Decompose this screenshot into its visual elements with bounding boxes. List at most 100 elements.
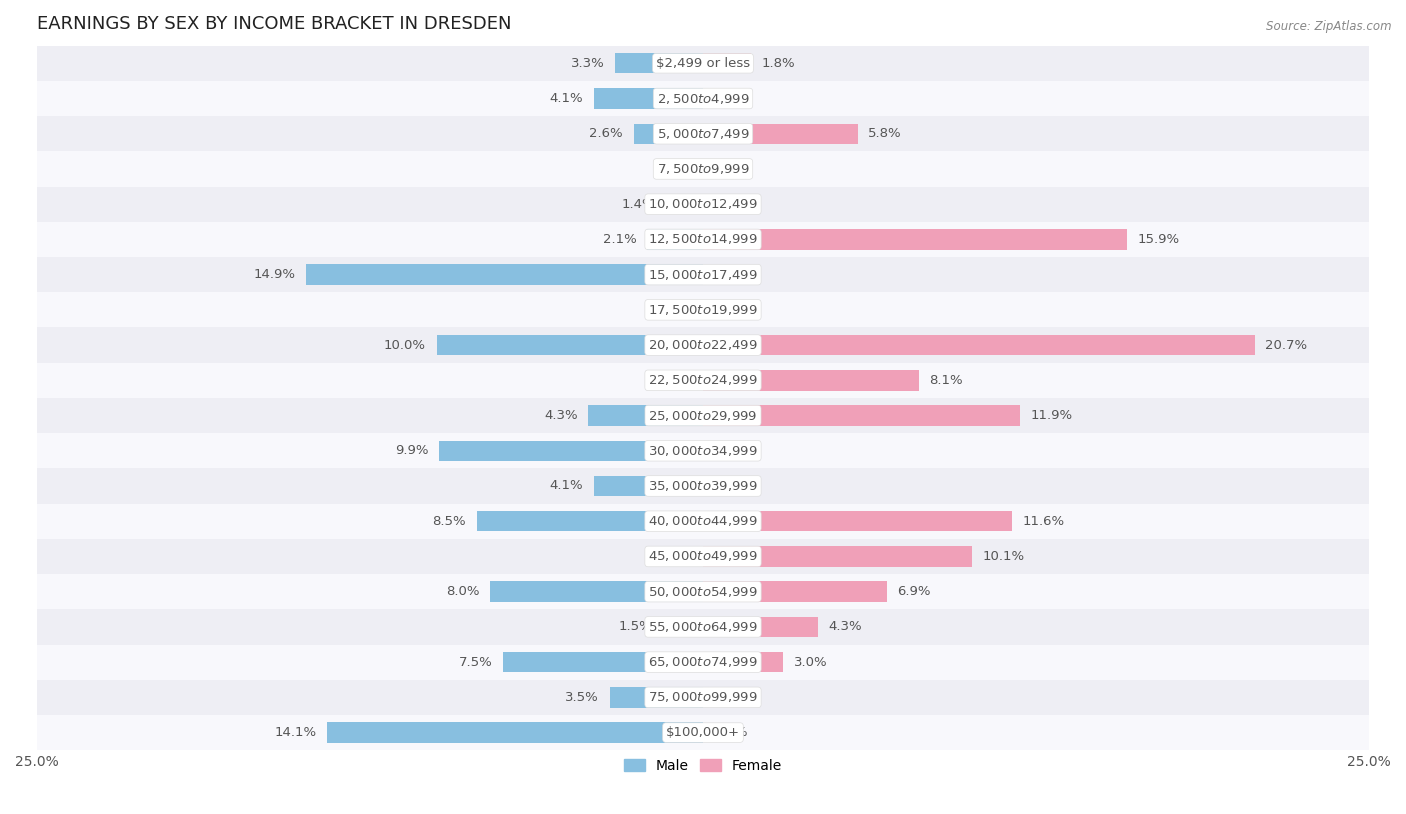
Legend: Male, Female: Male, Female bbox=[619, 753, 787, 778]
Text: 1.4%: 1.4% bbox=[621, 198, 655, 211]
Text: 3.3%: 3.3% bbox=[571, 57, 605, 70]
Bar bbox=[37, 327, 1369, 363]
Bar bbox=[477, 511, 703, 532]
Text: 0.0%: 0.0% bbox=[659, 550, 692, 563]
Text: 7.5%: 7.5% bbox=[458, 655, 492, 668]
Bar bbox=[37, 468, 1369, 504]
Text: 4.1%: 4.1% bbox=[550, 92, 583, 105]
Bar bbox=[634, 124, 703, 144]
Text: 0.0%: 0.0% bbox=[714, 444, 747, 457]
Text: $100,000+: $100,000+ bbox=[666, 726, 740, 739]
Text: 0.0%: 0.0% bbox=[659, 163, 692, 176]
Text: 4.3%: 4.3% bbox=[828, 620, 862, 633]
Text: 0.0%: 0.0% bbox=[714, 479, 747, 492]
Text: 1.5%: 1.5% bbox=[619, 620, 652, 633]
Text: 10.0%: 10.0% bbox=[384, 339, 426, 352]
Text: 8.0%: 8.0% bbox=[446, 585, 479, 598]
Bar bbox=[307, 265, 703, 285]
Bar bbox=[37, 116, 1369, 151]
Text: 0.0%: 0.0% bbox=[714, 92, 747, 105]
Text: 2.1%: 2.1% bbox=[603, 233, 637, 246]
Bar bbox=[703, 546, 972, 567]
Text: $40,000 to $44,999: $40,000 to $44,999 bbox=[648, 514, 758, 528]
Text: $65,000 to $74,999: $65,000 to $74,999 bbox=[648, 655, 758, 669]
Bar bbox=[37, 715, 1369, 751]
Bar bbox=[664, 617, 703, 637]
Bar bbox=[37, 433, 1369, 468]
Text: 0.0%: 0.0% bbox=[714, 268, 747, 281]
Text: 15.9%: 15.9% bbox=[1137, 233, 1180, 246]
Text: 10.1%: 10.1% bbox=[983, 550, 1025, 563]
Text: 0.0%: 0.0% bbox=[714, 198, 747, 211]
Bar bbox=[647, 230, 703, 250]
Bar bbox=[703, 370, 920, 391]
Bar bbox=[610, 687, 703, 707]
Text: Source: ZipAtlas.com: Source: ZipAtlas.com bbox=[1267, 20, 1392, 33]
Text: 8.1%: 8.1% bbox=[929, 374, 963, 387]
Bar bbox=[703, 652, 783, 672]
Text: $17,500 to $19,999: $17,500 to $19,999 bbox=[648, 303, 758, 317]
Bar bbox=[37, 574, 1369, 610]
Text: 2.6%: 2.6% bbox=[589, 127, 623, 140]
Bar bbox=[703, 511, 1012, 532]
Text: 0.0%: 0.0% bbox=[659, 374, 692, 387]
Text: 20.7%: 20.7% bbox=[1265, 339, 1308, 352]
Text: $45,000 to $49,999: $45,000 to $49,999 bbox=[648, 549, 758, 563]
Bar bbox=[703, 124, 858, 144]
Bar bbox=[37, 186, 1369, 221]
Text: 14.1%: 14.1% bbox=[274, 726, 316, 739]
Bar bbox=[37, 504, 1369, 539]
Bar bbox=[37, 151, 1369, 186]
Bar bbox=[703, 53, 751, 73]
Text: 5.8%: 5.8% bbox=[868, 127, 901, 140]
Bar bbox=[37, 257, 1369, 292]
Text: $2,499 or less: $2,499 or less bbox=[657, 57, 749, 70]
Text: $75,000 to $99,999: $75,000 to $99,999 bbox=[648, 690, 758, 704]
Text: $50,000 to $54,999: $50,000 to $54,999 bbox=[648, 584, 758, 598]
Bar bbox=[439, 440, 703, 461]
Bar bbox=[37, 645, 1369, 680]
Text: 4.1%: 4.1% bbox=[550, 479, 583, 492]
Bar bbox=[37, 292, 1369, 327]
Bar bbox=[703, 230, 1126, 250]
Bar bbox=[703, 335, 1254, 355]
Bar bbox=[503, 652, 703, 672]
Bar bbox=[37, 46, 1369, 81]
Bar bbox=[703, 617, 817, 637]
Bar bbox=[589, 405, 703, 426]
Text: EARNINGS BY SEX BY INCOME BRACKET IN DRESDEN: EARNINGS BY SEX BY INCOME BRACKET IN DRE… bbox=[37, 15, 512, 33]
Text: 3.5%: 3.5% bbox=[565, 691, 599, 704]
Text: 14.9%: 14.9% bbox=[253, 268, 295, 281]
Text: 11.6%: 11.6% bbox=[1022, 514, 1064, 527]
Text: $5,000 to $7,499: $5,000 to $7,499 bbox=[657, 127, 749, 141]
Bar bbox=[37, 539, 1369, 574]
Text: $20,000 to $22,499: $20,000 to $22,499 bbox=[648, 338, 758, 352]
Text: 0.0%: 0.0% bbox=[659, 304, 692, 317]
Text: 0.0%: 0.0% bbox=[714, 304, 747, 317]
Bar bbox=[37, 81, 1369, 116]
Text: 0.0%: 0.0% bbox=[714, 691, 747, 704]
Bar bbox=[328, 722, 703, 743]
Text: 9.9%: 9.9% bbox=[395, 444, 429, 457]
Bar bbox=[665, 194, 703, 214]
Text: 0.0%: 0.0% bbox=[714, 726, 747, 739]
Text: 4.3%: 4.3% bbox=[544, 409, 578, 422]
Text: 8.5%: 8.5% bbox=[432, 514, 465, 527]
Bar bbox=[436, 335, 703, 355]
Bar bbox=[489, 581, 703, 602]
Bar bbox=[37, 610, 1369, 645]
Text: $22,500 to $24,999: $22,500 to $24,999 bbox=[648, 374, 758, 387]
Text: 1.8%: 1.8% bbox=[762, 57, 796, 70]
Text: 3.0%: 3.0% bbox=[793, 655, 827, 668]
Text: $10,000 to $12,499: $10,000 to $12,499 bbox=[648, 197, 758, 211]
Bar bbox=[593, 475, 703, 497]
Bar bbox=[37, 398, 1369, 433]
Text: $2,500 to $4,999: $2,500 to $4,999 bbox=[657, 91, 749, 106]
Bar bbox=[703, 405, 1021, 426]
Text: $35,000 to $39,999: $35,000 to $39,999 bbox=[648, 479, 758, 493]
Text: $25,000 to $29,999: $25,000 to $29,999 bbox=[648, 409, 758, 422]
Text: $12,500 to $14,999: $12,500 to $14,999 bbox=[648, 233, 758, 247]
Text: $7,500 to $9,999: $7,500 to $9,999 bbox=[657, 162, 749, 176]
Text: $15,000 to $17,499: $15,000 to $17,499 bbox=[648, 268, 758, 282]
Bar bbox=[593, 88, 703, 109]
